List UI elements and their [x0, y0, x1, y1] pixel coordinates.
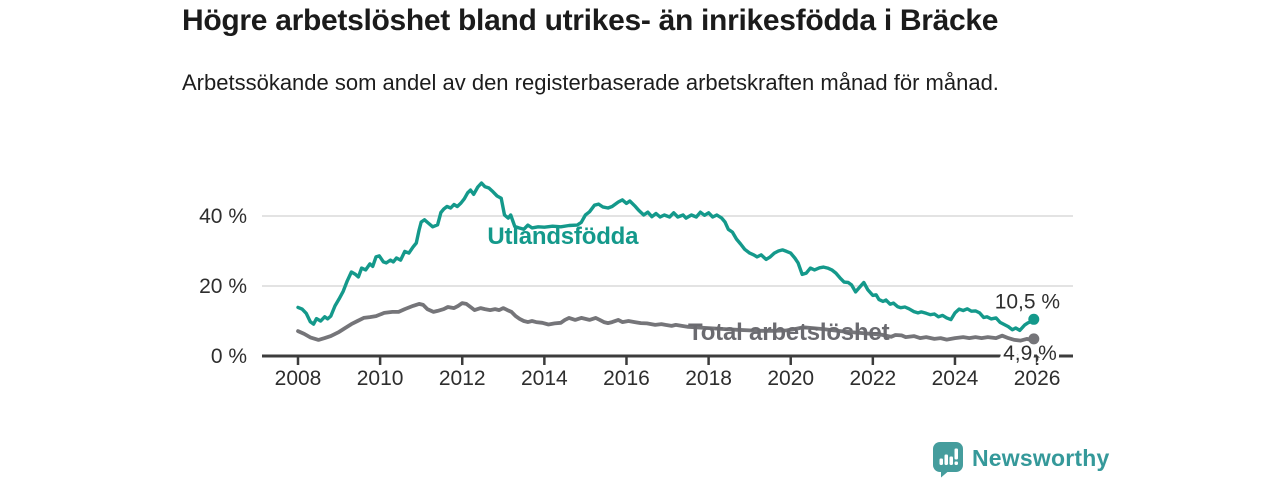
series-line-total	[296, 301, 1036, 343]
y-axis-tick-label: 0 %	[211, 345, 247, 368]
end-value-label-total: 4,9 %	[1003, 342, 1057, 365]
chart-title: Högre arbetslöshet bland utrikes- än inr…	[182, 4, 999, 37]
x-axis-tick-label: 2008	[275, 367, 322, 390]
newsworthy-logo-text: Newsworthy	[972, 445, 1110, 471]
x-axis-tick-label: 2026	[1014, 367, 1061, 390]
x-axis-tick-label: 2020	[767, 367, 814, 390]
exclamation-glyph	[954, 448, 958, 460]
series-end-dot-total	[1028, 333, 1040, 345]
x-axis-tick-label: 2014	[521, 367, 568, 390]
series-label-utlandsfodda: Utlandsfödda	[487, 223, 639, 250]
newsworthy-logo-icon	[933, 442, 963, 478]
newsworthy-logo: Newsworthy	[932, 441, 1109, 479]
x-axis-tick-label: 2022	[849, 367, 896, 390]
bar-chart-glyph	[939, 458, 943, 465]
series-end-dot-utlandsfodda	[1028, 313, 1040, 325]
x-axis-tick-label: 2018	[685, 367, 732, 390]
x-axis-tick-label: 2012	[439, 367, 486, 390]
end-value-label-utlandsfodda: 10,5 %	[995, 290, 1060, 313]
x-axis-tick-label: 2016	[603, 367, 650, 390]
x-axis-tick-label: 2024	[932, 367, 979, 390]
series-label-total: Total arbetslöshet	[688, 319, 890, 346]
x-axis-tick-label: 2010	[357, 367, 404, 390]
y-axis-tick-label: 20 %	[199, 275, 247, 298]
chart-subtitle: Arbetssökande som andel av den registerb…	[182, 70, 999, 95]
y-axis-tick-label: 40 %	[199, 205, 247, 228]
series-line-utlandsfodda	[296, 181, 1036, 333]
